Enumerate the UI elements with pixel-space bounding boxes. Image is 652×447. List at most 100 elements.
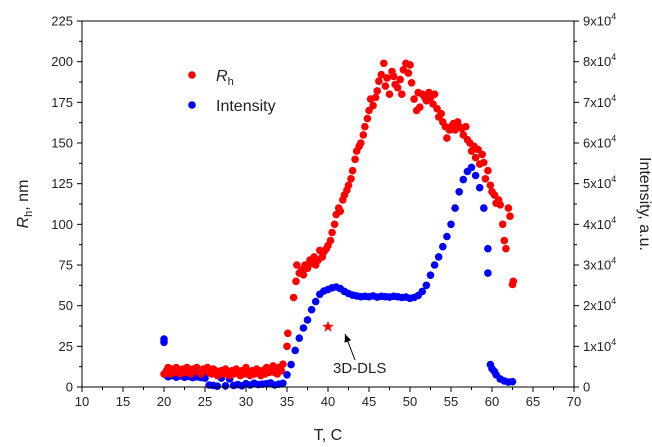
rh-point bbox=[393, 83, 402, 92]
legend-rh-label-sub: h bbox=[228, 76, 234, 88]
rh-point bbox=[336, 207, 345, 216]
annotation-3d-dls: 3D-DLS bbox=[322, 320, 386, 377]
rh-point bbox=[357, 139, 365, 147]
rh-point bbox=[509, 277, 518, 286]
intensity-point bbox=[434, 253, 443, 261]
intensity-point bbox=[311, 297, 320, 306]
rh-point bbox=[377, 70, 386, 79]
y-right-tick-exponent: 4 bbox=[611, 174, 616, 184]
rh-point bbox=[478, 150, 487, 159]
annotation-label: 3D-DLS bbox=[333, 360, 386, 377]
rh-point bbox=[277, 366, 286, 375]
rh-point bbox=[383, 74, 391, 82]
rh-point bbox=[404, 69, 413, 77]
y-right-tick-label: 8x104 bbox=[583, 52, 616, 69]
intensity-point bbox=[455, 188, 464, 196]
intensity-point bbox=[430, 261, 439, 269]
intensity-point bbox=[471, 171, 480, 180]
y-right-tick-label: 7x104 bbox=[583, 93, 616, 110]
y-right-tick-exponent: 4 bbox=[611, 134, 616, 144]
intensity-point bbox=[279, 379, 287, 388]
y-right-tick-mantissa: 4x10 bbox=[583, 217, 611, 232]
y-left-tick-label: 150 bbox=[51, 136, 73, 151]
rh-point bbox=[471, 153, 480, 162]
y-right-tick-exponent: 4 bbox=[611, 93, 616, 103]
x-tick-label: 45 bbox=[362, 394, 376, 409]
intensity-point bbox=[307, 305, 316, 314]
rh-point bbox=[437, 109, 446, 118]
rh-point bbox=[462, 122, 470, 131]
intensity-point bbox=[422, 281, 431, 290]
rh-point bbox=[481, 175, 490, 183]
y-right-tick-mantissa: 0 bbox=[583, 380, 590, 395]
y-right-tick-exponent: 4 bbox=[611, 215, 616, 225]
legend-rh-label: Rh bbox=[216, 68, 234, 88]
rh-point bbox=[430, 90, 439, 98]
y-axis-right-label: Intensity, a.u. bbox=[636, 157, 652, 251]
rh-point bbox=[348, 166, 357, 175]
intensity-point bbox=[283, 371, 291, 379]
y-right-tick-label: 1x104 bbox=[583, 337, 616, 354]
y-axis-left-label: Rh, nm bbox=[15, 180, 35, 229]
rh-series bbox=[160, 59, 518, 380]
y-right-tick-mantissa: 9x10 bbox=[583, 14, 611, 29]
y-axis-left-label-rest: , nm bbox=[15, 180, 32, 211]
rh-point bbox=[496, 201, 505, 209]
rh-point bbox=[369, 101, 377, 110]
rh-point bbox=[347, 175, 355, 183]
y-axis-left-label-main: R bbox=[15, 216, 32, 228]
y-right-tick-label: 5x104 bbox=[583, 174, 616, 191]
y-axis-left-label-sub: h bbox=[23, 211, 35, 217]
intensity-point bbox=[459, 175, 468, 184]
annotation-arrowhead bbox=[344, 334, 352, 343]
intensity-point bbox=[467, 163, 476, 172]
rh-point bbox=[375, 77, 383, 85]
rh-point bbox=[330, 220, 339, 229]
y-right-tick-mantissa: 3x10 bbox=[583, 258, 611, 273]
rh-point bbox=[289, 293, 298, 302]
x-tick-label: 65 bbox=[526, 394, 540, 409]
y-left-tick-label: 125 bbox=[51, 176, 73, 191]
rh-point bbox=[380, 59, 388, 68]
y-left-tick-label: 0 bbox=[66, 380, 73, 395]
rh-point bbox=[293, 261, 301, 269]
x-tick-label: 25 bbox=[198, 394, 212, 409]
rh-point bbox=[269, 362, 277, 370]
y-right-tick-exponent: 4 bbox=[611, 12, 616, 22]
y-right-tick-mantissa: 2x10 bbox=[583, 298, 611, 313]
y-right-tick-label: 0 bbox=[583, 380, 590, 395]
rh-point bbox=[279, 360, 287, 369]
intensity-series bbox=[160, 163, 517, 391]
rh-point bbox=[500, 236, 509, 245]
y-right-tick-exponent: 4 bbox=[611, 256, 616, 266]
rh-point bbox=[506, 212, 514, 220]
star-icon bbox=[322, 320, 334, 332]
y-right-tick-mantissa: 6x10 bbox=[583, 136, 611, 151]
rh-point bbox=[416, 103, 424, 111]
x-tick-label: 30 bbox=[239, 394, 253, 409]
y-right-tick-label: 9x104 bbox=[583, 12, 616, 29]
x-tick-label: 10 bbox=[75, 394, 89, 409]
y-left-tick-label: 175 bbox=[51, 95, 73, 110]
y-right-tick-label: 2x104 bbox=[583, 296, 616, 313]
rh-point bbox=[396, 75, 405, 84]
y-right-tick-mantissa: 7x10 bbox=[583, 95, 611, 110]
y-right-tick-label: 3x104 bbox=[583, 256, 616, 273]
x-tick-label: 60 bbox=[485, 394, 499, 409]
rh-point bbox=[363, 114, 372, 123]
legend-intensity-label: Intensity bbox=[216, 98, 276, 115]
rh-point bbox=[359, 131, 368, 139]
y-left-tick-label: 25 bbox=[59, 339, 73, 354]
intensity-point bbox=[439, 242, 447, 251]
rh-point bbox=[407, 79, 416, 87]
intensity-point bbox=[299, 324, 308, 332]
intensity-point bbox=[303, 316, 312, 324]
rh-point bbox=[398, 90, 406, 98]
intensity-point bbox=[160, 335, 168, 343]
x-tick-label: 40 bbox=[321, 394, 335, 409]
x-tick-label: 70 bbox=[567, 394, 581, 409]
intensity-point bbox=[451, 204, 459, 212]
rh-point bbox=[284, 329, 292, 338]
rh-point bbox=[344, 181, 353, 190]
